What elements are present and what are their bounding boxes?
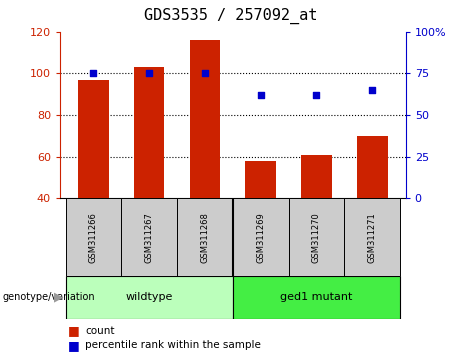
Text: GSM311268: GSM311268 [201,212,209,263]
Point [368,87,376,93]
Text: GDS3535 / 257092_at: GDS3535 / 257092_at [144,8,317,24]
Bar [357,136,388,198]
Bar [189,40,220,198]
Point [201,70,209,76]
Bar [233,198,289,276]
Bar [134,67,165,198]
Bar [78,80,109,198]
Bar [65,198,121,276]
Text: GSM311271: GSM311271 [368,212,377,263]
Point [313,92,320,98]
Bar [301,155,332,198]
Text: count: count [85,326,115,336]
Text: genotype/variation: genotype/variation [2,292,95,302]
Bar [233,276,400,319]
Text: GSM311266: GSM311266 [89,212,98,263]
Text: GSM311270: GSM311270 [312,212,321,263]
Text: wildtype: wildtype [125,292,173,302]
Text: ■: ■ [68,339,80,352]
Text: percentile rank within the sample: percentile rank within the sample [85,340,261,350]
Bar [121,198,177,276]
Bar [177,198,233,276]
Text: ▶: ▶ [54,291,63,304]
Text: ged1 mutant: ged1 mutant [280,292,353,302]
Text: GSM311269: GSM311269 [256,212,265,263]
Bar [245,161,276,198]
Point [90,70,97,76]
Bar [289,198,344,276]
Bar [65,276,233,319]
Point [146,70,153,76]
Bar [344,198,400,276]
Point [257,92,264,98]
Text: ■: ■ [68,325,80,337]
Text: GSM311267: GSM311267 [145,212,154,263]
